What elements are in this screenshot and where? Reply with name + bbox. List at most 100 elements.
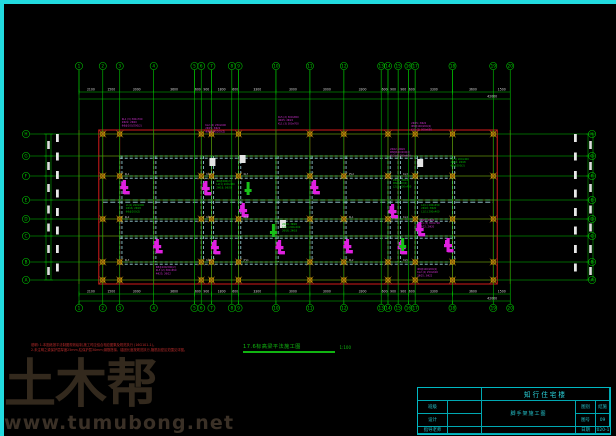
grid-bubble[interactable] xyxy=(489,62,498,70)
grid-bubble[interactable] xyxy=(588,232,596,240)
grid-bubble[interactable] xyxy=(22,215,30,223)
grid-bubble[interactable] xyxy=(227,304,236,312)
grid-bubble[interactable] xyxy=(506,304,515,312)
svg-text:2Φ18; 3Φ20: 2Φ18; 3Φ20 xyxy=(421,206,437,210)
svg-text:KL5 (2) 300x650: KL5 (2) 300x650 xyxy=(156,268,177,272)
grid-bubble[interactable] xyxy=(234,304,243,312)
svg-text:KL2 (4) 250x600: KL2 (4) 250x600 xyxy=(205,123,226,127)
grid-bubble[interactable] xyxy=(377,304,386,312)
grid-bubble[interactable] xyxy=(588,276,596,284)
cad-canvas[interactable]: 2100 1500 3000 3600 600 900 1800 600 3300 3000 300… xyxy=(4,4,616,436)
grid-bubble[interactable] xyxy=(207,304,216,312)
grid-bubble[interactable] xyxy=(98,62,107,70)
svg-text:2Φ18; 3Φ20: 2Φ18; 3Φ20 xyxy=(216,185,232,189)
titleblock-value-drawing-no[interactable]: 09 xyxy=(596,414,610,427)
titleblock-value-drawing-type[interactable]: 结施 xyxy=(596,401,610,414)
grid-bubble[interactable] xyxy=(22,232,30,240)
svg-text:900: 900 xyxy=(390,88,396,92)
svg-text:2Φ22; 2Φ20: 2Φ22; 2Φ20 xyxy=(122,120,138,124)
grid-bubble[interactable] xyxy=(377,62,386,70)
grid-bubble[interactable] xyxy=(394,304,403,312)
grid-bubble[interactable] xyxy=(404,304,413,312)
svg-text:2Φ25; 3Φ22: 2Φ25; 3Φ22 xyxy=(417,273,433,277)
grid-bubble-label: E xyxy=(591,198,594,203)
grid-bubble[interactable] xyxy=(75,304,83,312)
grid-bubble-label: 19 xyxy=(491,306,497,311)
grid-bubble-label: 6 xyxy=(200,64,203,69)
grid-bubble-label: 1 xyxy=(78,64,81,69)
grid-bubble[interactable] xyxy=(197,304,206,312)
grid-bubble[interactable] xyxy=(448,304,457,312)
grid-bubble[interactable] xyxy=(22,172,30,180)
grid-bubble[interactable] xyxy=(384,304,392,312)
grid-bubble[interactable] xyxy=(384,62,392,70)
title-block[interactable]: . 知行住宅楼 班级 脚手架施工图 图别 结施 设计 图号 09 指导老师 . … xyxy=(417,387,611,435)
grid-bubble[interactable] xyxy=(22,152,30,160)
grid-bubble[interactable] xyxy=(207,62,216,70)
grid-bubble-label: 10 xyxy=(273,306,279,311)
grid-bubble[interactable] xyxy=(115,62,124,70)
grid-bubble[interactable] xyxy=(227,62,236,70)
titleblock-label-drawing-type: 图别 xyxy=(576,401,596,414)
grid-bubble[interactable] xyxy=(489,304,498,312)
grid-bubble[interactable] xyxy=(234,62,243,70)
titleblock-value-designer[interactable] xyxy=(448,414,482,427)
grid-bubble[interactable] xyxy=(190,62,199,70)
grid-bubble[interactable] xyxy=(588,152,596,160)
svg-text:4Φ25; 2Φ22: 4Φ25; 2Φ22 xyxy=(156,271,172,275)
grid-bubble[interactable] xyxy=(22,130,30,138)
svg-text:3000: 3000 xyxy=(323,88,331,92)
grid-bubble[interactable] xyxy=(394,62,403,70)
grid-bubble-label: 20 xyxy=(508,306,514,311)
grid-bubble[interactable] xyxy=(75,62,83,70)
svg-text:2Φ25; 3Φ22: 2Φ25; 3Φ22 xyxy=(205,126,221,130)
titleblock-value-date[interactable]: 2020-11 xyxy=(596,427,610,434)
grid-bubble[interactable] xyxy=(197,62,206,70)
grid-bubble-label: E xyxy=(25,198,28,203)
grid-bubble[interactable] xyxy=(22,258,30,266)
svg-text:Φ6@200(2): Φ6@200(2) xyxy=(451,163,465,167)
grid-bubble-layer[interactable]: 1 2 3 4 5 6 7 8 9 10 11 12 13 14 15 16 17 18 19 201 2 3 4 5 6 7 8 9… xyxy=(22,62,596,312)
grid-bubble[interactable] xyxy=(448,62,457,70)
grid-bubble[interactable] xyxy=(411,304,420,312)
grid-bubble-label: 9 xyxy=(237,64,240,69)
grid-bubble[interactable] xyxy=(339,304,348,312)
grid-bubble[interactable] xyxy=(588,258,596,266)
svg-text:3300: 3300 xyxy=(253,290,261,294)
grid-bubble[interactable] xyxy=(588,130,596,138)
grid-bubble-label: 4 xyxy=(152,306,155,311)
svg-text:3600: 3600 xyxy=(170,88,178,92)
svg-text:600: 600 xyxy=(232,290,238,294)
grid-bubble[interactable] xyxy=(272,62,280,70)
grid-bubble[interactable] xyxy=(588,196,596,204)
notes-line-1: 1.本图纸按平法制图规则绘制,施工时应结合相应图集及规范执行 (16G101-1… xyxy=(39,343,157,347)
svg-text:L2(1) 200x450: L2(1) 200x450 xyxy=(216,182,235,186)
grid-bubble[interactable] xyxy=(115,304,124,312)
grid-bubble[interactable] xyxy=(149,62,158,70)
grid-bubble[interactable] xyxy=(306,304,314,312)
titleblock-value-advisor[interactable] xyxy=(448,427,482,434)
grid-bubble[interactable] xyxy=(272,304,280,312)
grid-bubble[interactable] xyxy=(22,196,30,204)
svg-text:600: 600 xyxy=(382,88,388,92)
grid-bubble[interactable] xyxy=(588,172,596,180)
titleblock-value-class[interactable] xyxy=(448,401,482,414)
grid-bubble[interactable] xyxy=(506,62,515,70)
svg-text:KL2 (4) 250x600: KL2 (4) 250x600 xyxy=(417,270,438,274)
grid-bubble-label: 6 xyxy=(200,306,203,311)
grid-bubble[interactable] xyxy=(22,276,30,284)
notes-heading: 说明: xyxy=(31,343,39,347)
grid-bubble[interactable] xyxy=(306,62,314,70)
grid-bubble-label: G xyxy=(24,154,27,159)
grid-bubble[interactable] xyxy=(149,304,158,312)
svg-text:KL1: KL1 xyxy=(125,172,130,176)
grid-bubble[interactable] xyxy=(98,304,107,312)
grid-bubble[interactable] xyxy=(411,62,420,70)
cad-drawing[interactable]: 2100 1500 3000 3600 600 900 1800 600 3300 3000 300… xyxy=(4,4,616,436)
grid-bubble[interactable] xyxy=(339,62,348,70)
grid-bubble[interactable] xyxy=(404,62,413,70)
svg-text:L1(1) 200x400: L1(1) 200x400 xyxy=(421,209,440,213)
grid-bubble[interactable] xyxy=(190,304,199,312)
grid-bubble[interactable] xyxy=(588,215,596,223)
svg-text:2100: 2100 xyxy=(87,88,95,92)
